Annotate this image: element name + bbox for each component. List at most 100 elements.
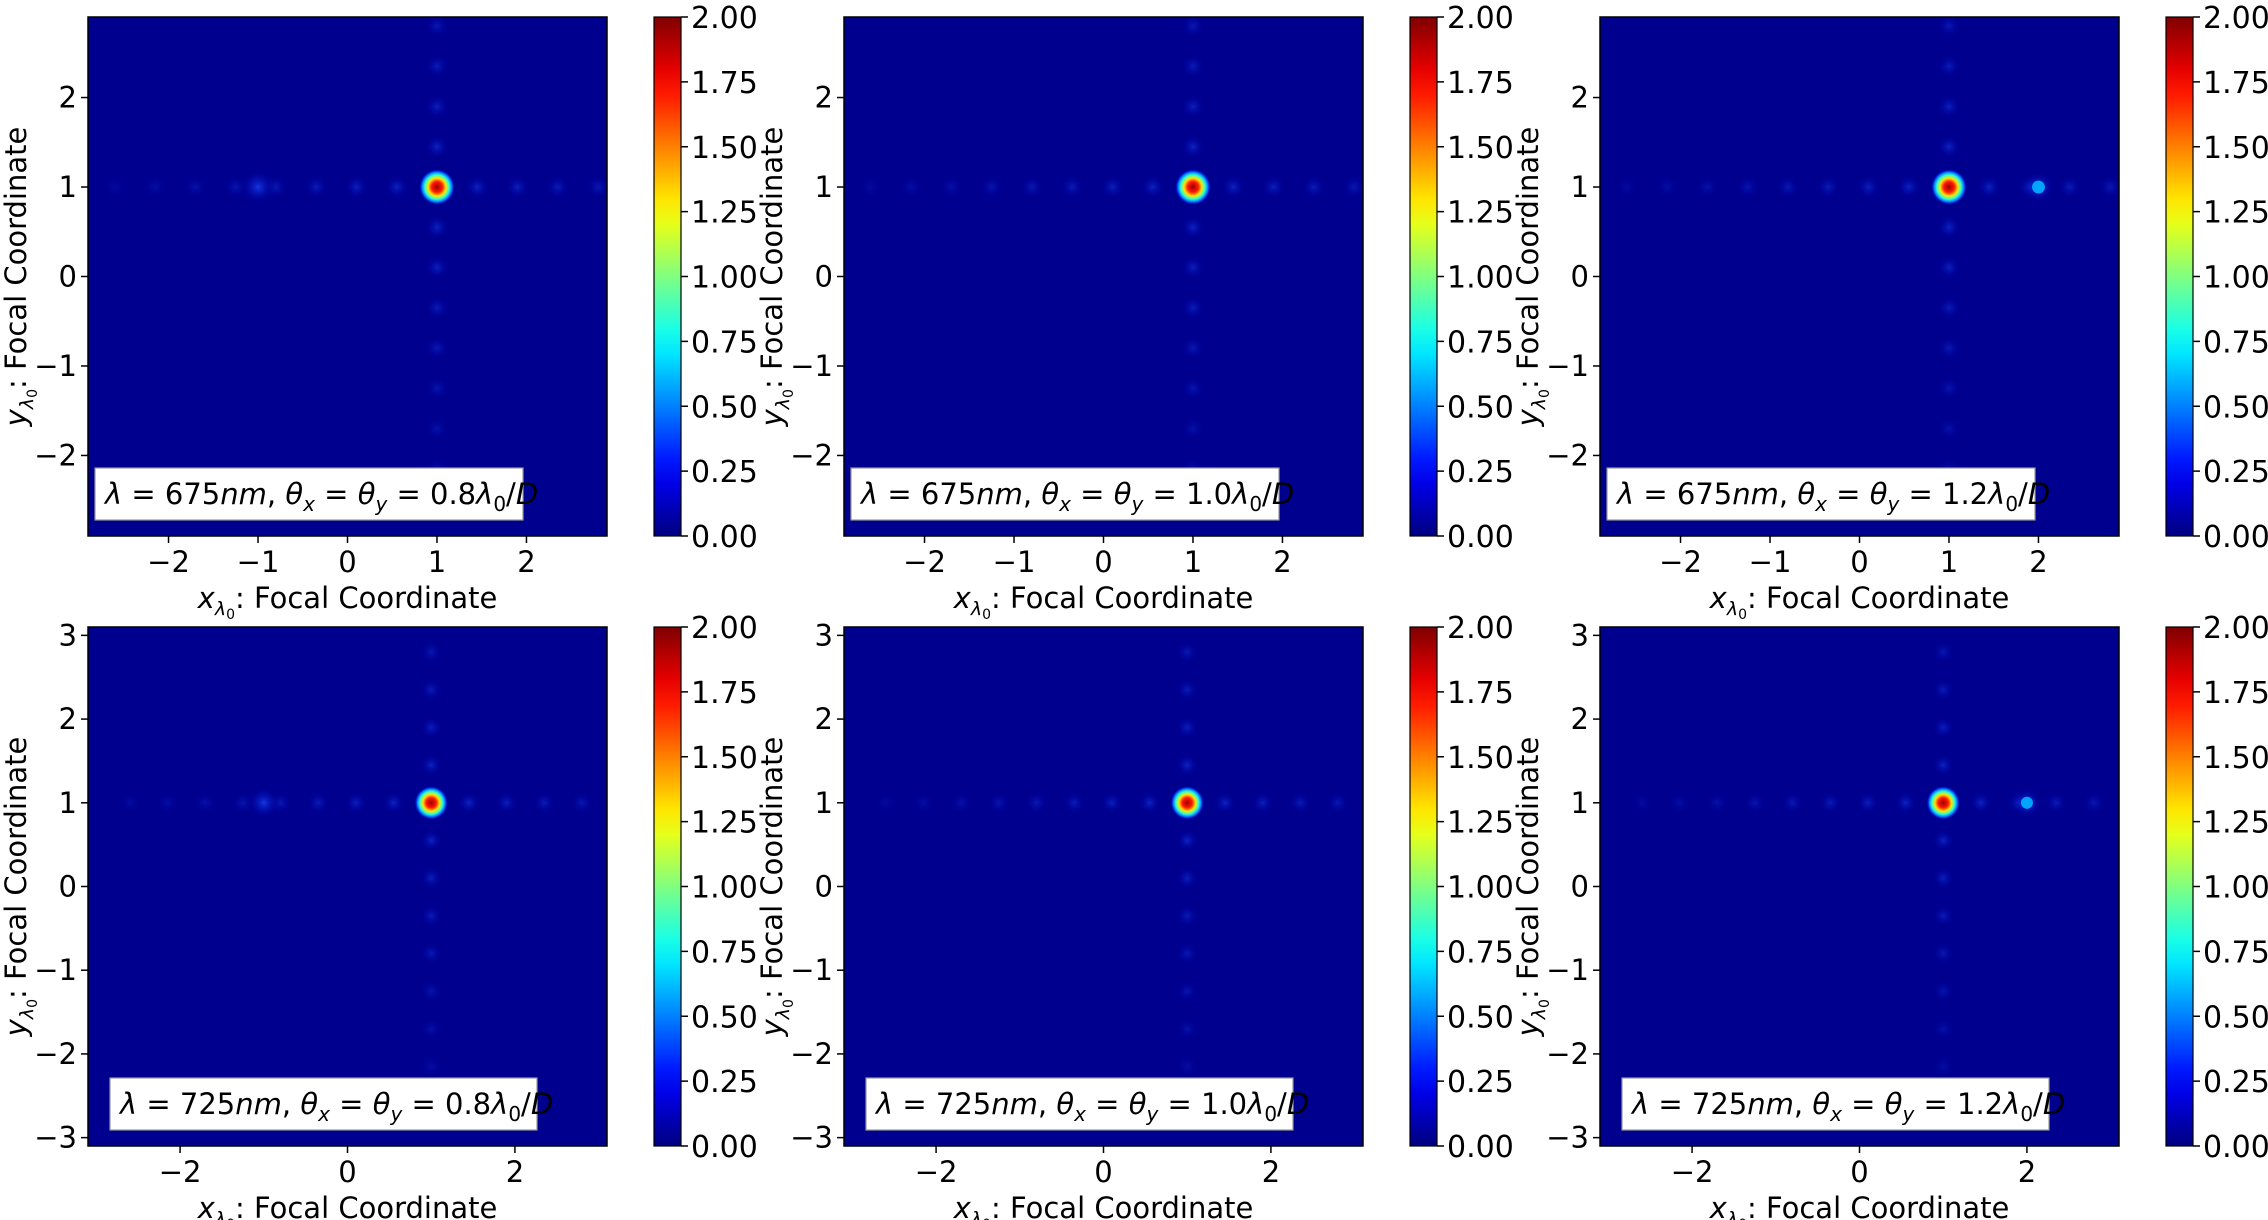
side-lobe <box>420 716 443 739</box>
colorbar-tick-label: 1.75 <box>2203 676 2268 711</box>
side-lobe <box>1977 175 2001 199</box>
side-lobe <box>980 175 1004 199</box>
side-lobe <box>118 791 141 814</box>
side-lobe <box>1100 175 1125 199</box>
peak-spot <box>414 786 448 820</box>
x-tick-label: −2 <box>147 545 190 579</box>
y-tick-label: 1 <box>815 786 833 820</box>
colorbar <box>1410 627 1437 1146</box>
side-lobe <box>1342 175 1363 199</box>
x-tick-label: 0 <box>1850 545 1868 579</box>
colorbar-tick-label: 1.25 <box>1447 196 1514 231</box>
side-lobe <box>1932 678 1955 701</box>
colorbar-tick-label: 0.75 <box>2203 325 2268 360</box>
side-lobe <box>1181 17 1205 38</box>
side-lobe <box>1695 175 1720 199</box>
side-lobe <box>1937 296 1961 320</box>
x-tick-label: −2 <box>159 1155 202 1189</box>
colorbar-tick-label: 0.75 <box>1447 935 1514 970</box>
y-tick-label: 3 <box>59 618 77 652</box>
side-lobe <box>1969 791 1992 814</box>
secondary-spot <box>248 787 279 818</box>
side-lobe <box>1937 336 1961 360</box>
colorbar-tick-label: 0.25 <box>2203 1065 2268 1100</box>
side-lobe <box>1100 791 1123 814</box>
side-lobe <box>1932 716 1955 739</box>
colorbar-tick-label: 1.50 <box>691 741 758 776</box>
side-lobe <box>425 215 449 239</box>
y-tick-label: 2 <box>59 702 77 736</box>
colorbar-tick-label: 2.00 <box>1447 1 1514 36</box>
side-lobe <box>987 791 1010 814</box>
side-lobe <box>1630 791 1653 814</box>
colorbar-tick-label: 0.00 <box>2203 1130 2268 1165</box>
colorbar-tick-label: 1.25 <box>691 196 758 231</box>
colorbar-tick-label: 0.50 <box>1447 1000 1514 1035</box>
x-tick-label: −1 <box>1749 545 1792 579</box>
y-axis-label: yλ0: Focal Coordinate <box>1511 127 1553 428</box>
colorbar-tick-label: 1.50 <box>1447 741 1514 776</box>
x-tick-label: 2 <box>2018 1155 2036 1189</box>
y-axis-label: yλ0: Focal Coordinate <box>0 127 41 428</box>
heatmap-background <box>88 627 607 1146</box>
side-lobe <box>533 791 556 814</box>
side-lobe <box>420 678 443 701</box>
side-lobe <box>304 175 328 199</box>
colorbar-tick-label: 0.00 <box>1447 1130 1514 1165</box>
y-tick-label: −1 <box>790 349 833 383</box>
side-lobe <box>425 296 449 320</box>
side-lobe <box>1176 942 1199 965</box>
side-lobe <box>1176 641 1199 663</box>
side-lobe <box>1176 904 1199 927</box>
side-lobe <box>1181 94 1205 119</box>
x-tick-label: 1 <box>1940 545 1958 579</box>
side-lobe <box>1932 1017 1955 1040</box>
side-lobe <box>495 791 518 814</box>
heatmap-content <box>1615 17 2119 521</box>
side-lobe <box>1176 678 1199 701</box>
y-tick-label: 1 <box>1571 786 1589 820</box>
annotation-text: λ = 675nm, θx = θy = 1.0λ0/D <box>859 477 1294 516</box>
side-lobe <box>457 791 480 814</box>
side-lobe <box>420 867 443 890</box>
side-lobe <box>425 416 449 441</box>
annotation-box <box>109 1077 538 1131</box>
secondary-spot-core <box>2032 180 2045 194</box>
side-lobe <box>1856 175 1881 199</box>
colorbar-tick-label: 0.75 <box>691 935 758 970</box>
side-lobe <box>1302 175 1326 199</box>
side-lobe <box>939 175 964 199</box>
side-lobe <box>425 54 449 78</box>
x-axis-label: xλ0: Focal Coordinate <box>953 581 1254 623</box>
colorbar-tick-label: 0.25 <box>1447 455 1514 490</box>
x-tick-label: 2 <box>506 1155 524 1189</box>
side-lobe <box>425 255 449 280</box>
side-lobe <box>1181 255 1205 280</box>
side-lobe <box>505 175 530 199</box>
side-lobe <box>1937 17 1961 38</box>
side-lobe <box>1932 904 1955 927</box>
side-lobe <box>194 791 217 814</box>
side-lobe <box>425 336 449 360</box>
side-lobe <box>1706 791 1729 814</box>
x-tick-label: 2 <box>517 545 535 579</box>
colorbar-tick-label: 0.75 <box>691 325 758 360</box>
y-tick-label: 2 <box>815 702 833 736</box>
side-lobe <box>1221 175 1245 199</box>
peak-spot <box>1926 786 1960 820</box>
side-lobe <box>899 175 923 199</box>
colorbar-tick-label: 2.00 <box>691 1 758 36</box>
side-lobe <box>1063 791 1086 814</box>
y-tick-label: 0 <box>59 870 77 904</box>
colorbar-tick-label: 1.00 <box>2203 261 2268 296</box>
colorbar-tick-label: 2.00 <box>691 611 758 646</box>
side-lobe <box>2058 175 2082 199</box>
annotation-text: λ = 675nm, θx = θy = 1.2λ0/D <box>1615 477 2050 516</box>
side-lobe <box>1932 754 1955 777</box>
side-lobe <box>183 175 208 199</box>
colorbar <box>654 17 681 536</box>
x-tick-label: 0 <box>1094 1155 1112 1189</box>
side-lobe <box>2083 791 2105 814</box>
secondary-spot-core <box>2020 796 2033 809</box>
side-lobe <box>344 175 369 199</box>
